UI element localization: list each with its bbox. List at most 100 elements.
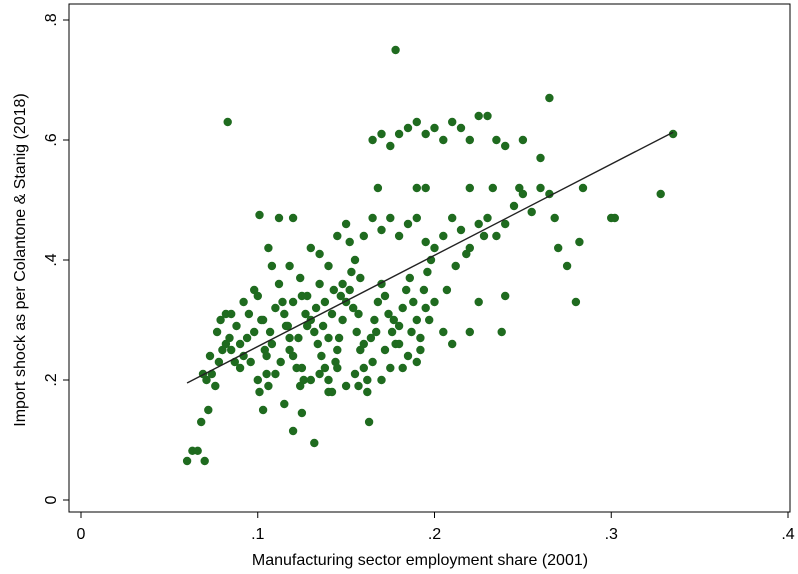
data-point [377, 225, 386, 235]
data-point [423, 267, 432, 277]
data-point [315, 249, 324, 259]
data-point [299, 375, 308, 385]
data-points [182, 45, 678, 466]
data-point [329, 285, 338, 295]
x-tick-label: .2 [428, 526, 441, 543]
data-point [280, 399, 289, 409]
data-point [545, 93, 554, 103]
data-point [425, 315, 434, 325]
data-point [403, 123, 413, 133]
data-point [368, 213, 377, 223]
data-point [327, 309, 337, 319]
data-point [668, 129, 678, 139]
data-point [274, 213, 284, 223]
data-point [488, 183, 497, 193]
data-point [409, 297, 418, 307]
data-point [352, 327, 361, 337]
data-point [501, 291, 510, 301]
data-point [518, 135, 528, 145]
data-point [370, 315, 379, 325]
data-point [412, 213, 421, 223]
data-point [311, 303, 321, 313]
data-point [267, 339, 277, 349]
data-point [430, 297, 439, 307]
data-point [324, 261, 333, 271]
data-point [244, 309, 254, 319]
data-point [359, 231, 368, 241]
data-point [412, 315, 421, 325]
data-point [394, 129, 404, 139]
data-point [212, 327, 222, 337]
data-point [350, 369, 360, 379]
data-point [462, 249, 471, 259]
y-tick-label: .4 [43, 253, 60, 266]
data-point [235, 363, 245, 373]
data-point [262, 369, 271, 379]
data-point [465, 135, 474, 145]
data-point [239, 297, 248, 307]
data-point [333, 363, 342, 373]
data-point [297, 408, 307, 418]
data-point [421, 237, 430, 247]
data-point [448, 213, 457, 223]
data-point [297, 291, 307, 301]
data-point [421, 303, 430, 313]
fit-line-group [186, 131, 674, 384]
data-point [536, 153, 545, 163]
data-point [288, 426, 298, 436]
data-point [239, 351, 248, 361]
data-point [364, 417, 374, 427]
data-point [223, 117, 232, 127]
data-point [373, 297, 383, 307]
data-point [283, 321, 292, 331]
y-tick-label: 0 [43, 495, 60, 504]
data-point [200, 456, 209, 466]
data-point [562, 261, 572, 271]
data-point [465, 183, 474, 193]
data-point [271, 303, 280, 313]
data-point [474, 219, 483, 229]
data-point [336, 291, 345, 301]
data-point [285, 345, 294, 355]
data-point [412, 357, 421, 367]
data-point [214, 357, 224, 367]
data-point [391, 45, 400, 55]
data-point [402, 285, 411, 295]
x-tick-label: 0 [77, 526, 86, 543]
data-point [315, 369, 324, 379]
data-point [405, 273, 414, 283]
data-point [216, 315, 225, 325]
data-point [380, 345, 390, 355]
data-point [242, 333, 252, 343]
data-point [205, 351, 215, 361]
data-point [182, 456, 192, 466]
data-point [359, 363, 368, 373]
data-point [232, 321, 241, 331]
data-point [483, 213, 492, 223]
data-point [297, 363, 307, 373]
data-point [294, 333, 303, 343]
data-point [359, 339, 368, 349]
data-point [403, 219, 413, 229]
data-point [317, 351, 326, 361]
data-point [442, 285, 452, 295]
data-point [501, 141, 510, 151]
data-point [318, 321, 328, 331]
data-point [349, 303, 358, 313]
data-point [527, 207, 536, 217]
data-point [285, 261, 294, 271]
data-point [386, 213, 395, 223]
data-point [354, 309, 363, 319]
data-point [373, 183, 383, 193]
data-point [274, 279, 284, 289]
data-point [439, 327, 448, 337]
data-point [301, 309, 310, 319]
data-point [345, 285, 354, 295]
plot-frame [68, 3, 791, 513]
data-point [350, 255, 360, 265]
data-point [416, 333, 425, 343]
data-point [398, 303, 407, 313]
data-point [389, 315, 398, 325]
